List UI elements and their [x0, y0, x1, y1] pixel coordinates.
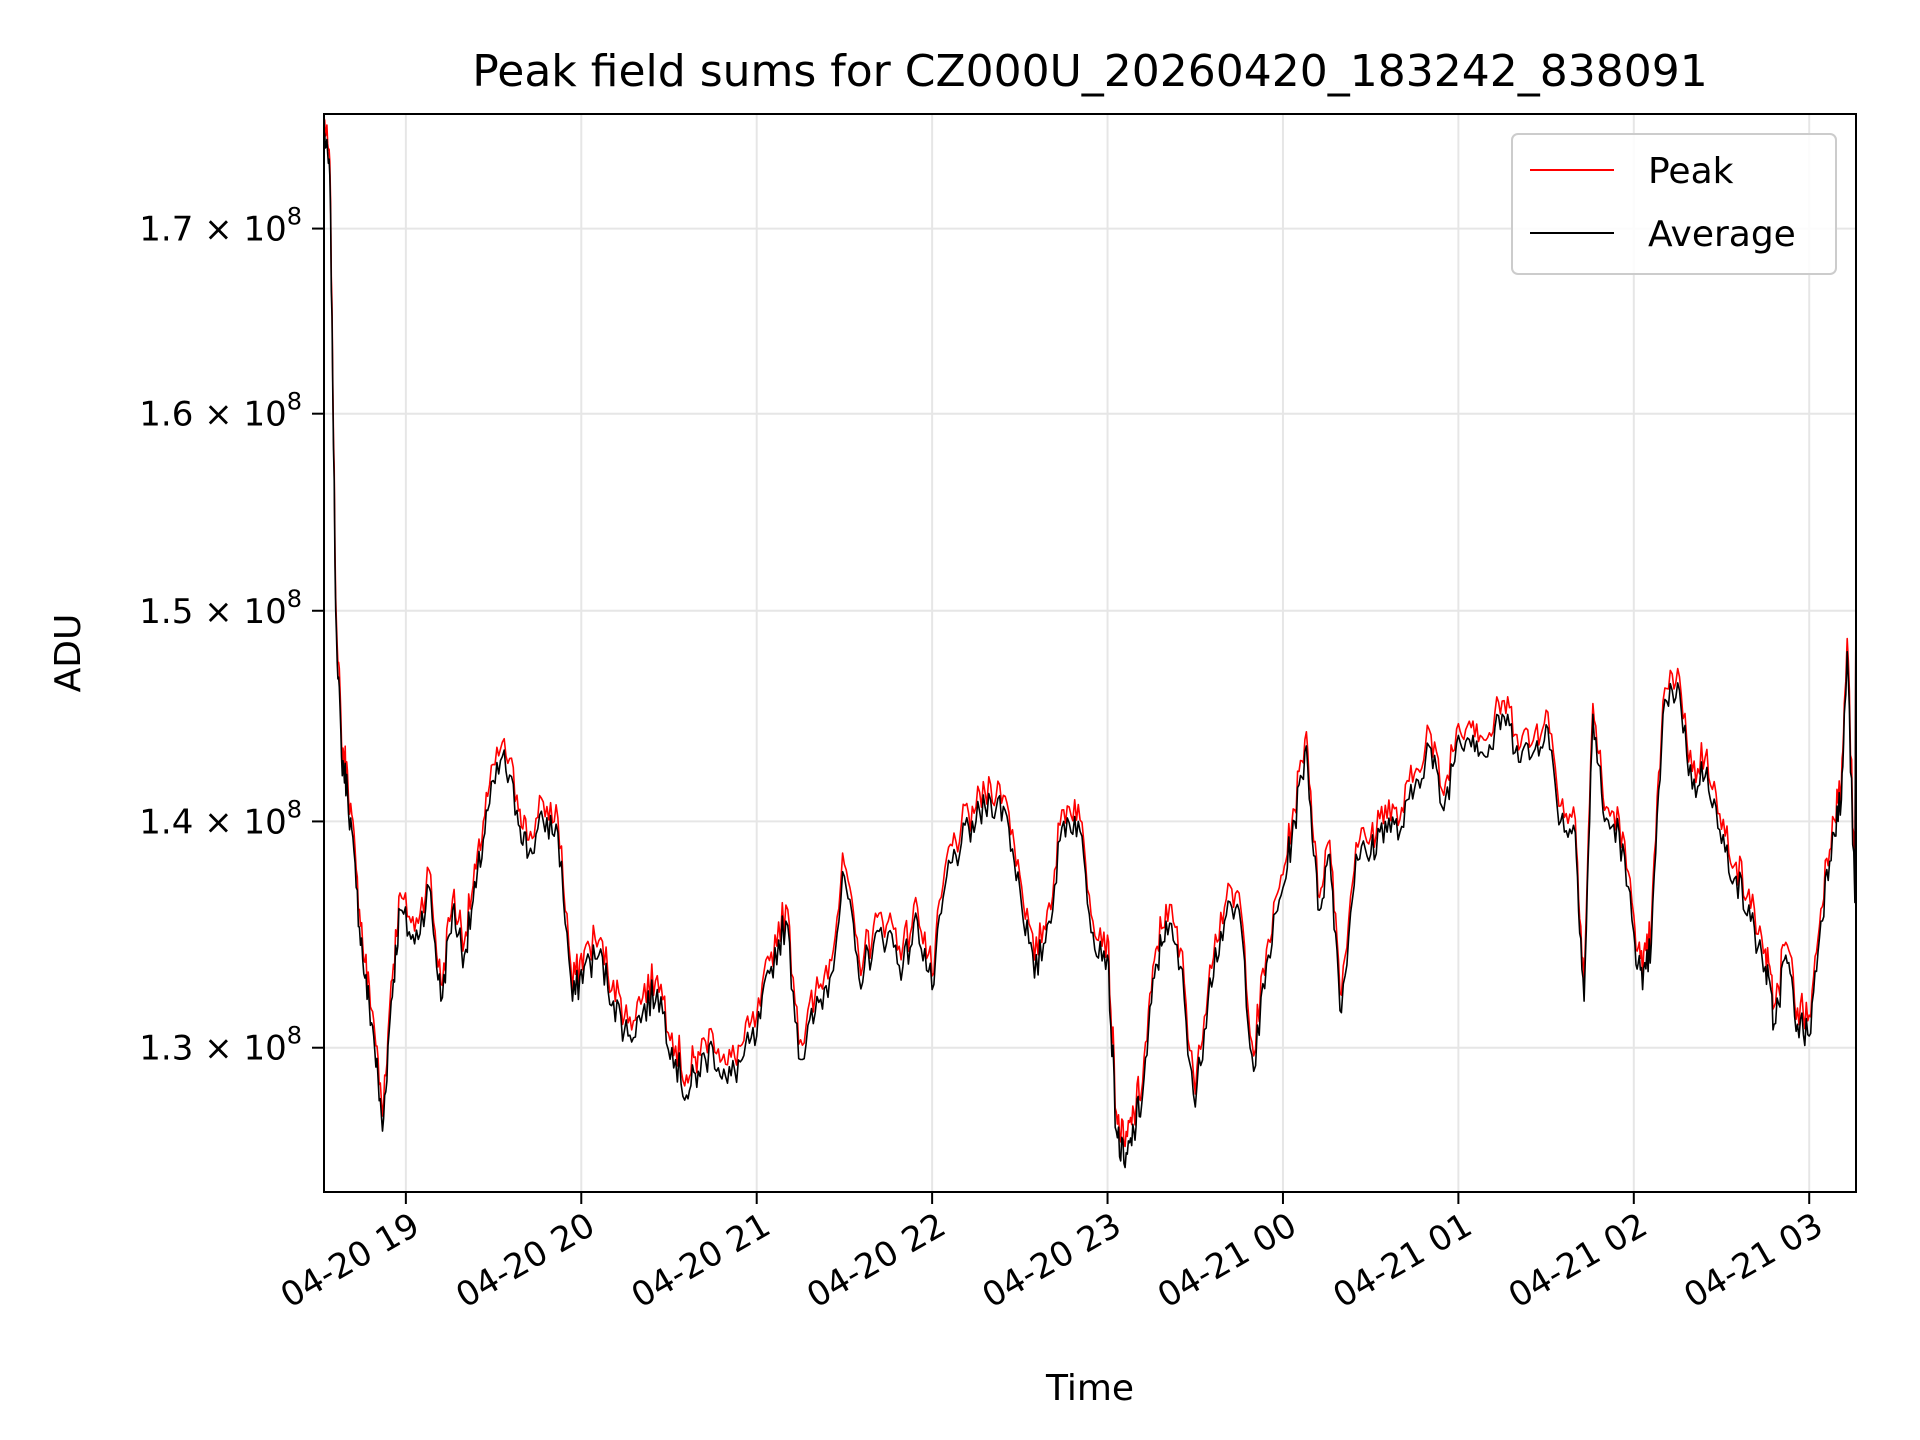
y-tick-mantissa: 1.5 [139, 592, 193, 632]
grid [324, 114, 1856, 1192]
y-tick-times: × [193, 395, 243, 435]
y-tick-label: 1.5 × 108 [139, 585, 302, 632]
series-line-peak [324, 117, 1856, 1148]
y-tick-base: 10 [243, 802, 286, 842]
y-tick-times: × [193, 1029, 243, 1069]
y-tick-label: 1.7 × 108 [139, 203, 302, 250]
y-tick-times: × [193, 802, 243, 842]
y-tick-mantissa: 1.6 [139, 395, 193, 435]
series-layer [324, 117, 1856, 1169]
y-tick-mantissa: 1.3 [139, 1029, 193, 1069]
y-tick-label: 1.3 × 108 [139, 1022, 302, 1069]
y-tick-base: 10 [243, 592, 286, 632]
y-tick-times: × [193, 592, 243, 632]
x-axis-label: Time [1045, 1368, 1134, 1409]
y-tick-exponent: 8 [287, 388, 302, 416]
y-tick-mantissa: 1.7 [139, 210, 193, 250]
y-tick-base: 10 [243, 395, 286, 435]
y-tick-base: 10 [243, 210, 286, 250]
y-tick-base: 10 [243, 1029, 286, 1069]
y-axis-label: ADU [48, 614, 89, 693]
y-tick-label: 1.6 × 108 [139, 388, 302, 435]
legend-label-peak: Peak [1648, 151, 1734, 192]
y-tick-exponent: 8 [287, 203, 302, 231]
y-tick-label: 1.4 × 108 [139, 795, 302, 842]
y-tick-times: × [193, 210, 243, 250]
y-tick-exponent: 8 [287, 795, 302, 823]
legend-label-average: Average [1648, 214, 1796, 255]
y-tick-mantissa: 1.4 [139, 802, 193, 842]
legend: Peak Average [1511, 133, 1837, 275]
plot-frame [323, 113, 1857, 1193]
chart-title: Peak field sums for CZ000U_20260420_1832… [472, 46, 1707, 97]
series-line-average [324, 131, 1856, 1169]
y-tick-exponent: 8 [287, 585, 302, 613]
y-tick-exponent: 8 [287, 1022, 302, 1050]
